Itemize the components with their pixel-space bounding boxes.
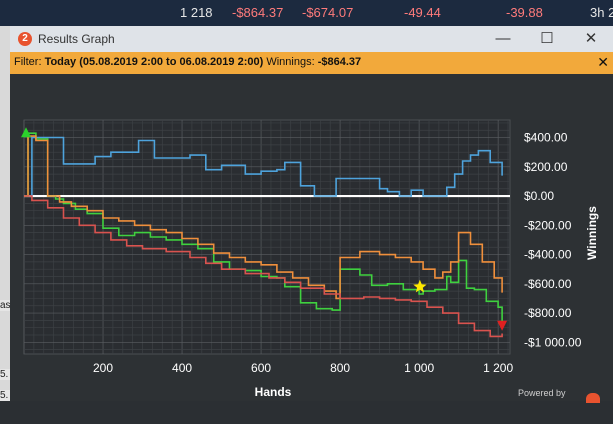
y-tick-label: -$600.00 <box>524 277 572 291</box>
filter-bar: Filter: Today (05.08.2019 2:00 to 06.08.… <box>10 52 613 74</box>
results-chart: 200 400 600 800 1 000 1 200 $400.00 $200.00 $0.0… <box>21 119 599 399</box>
series-line-blue <box>24 136 503 197</box>
brand-logo-icon <box>586 393 600 403</box>
x-tick-label: 800 <box>330 361 350 375</box>
close-button[interactable]: ✕ <box>584 30 598 47</box>
y-tick-label: $0.00 <box>524 189 554 203</box>
maximize-button[interactable]: ☐ <box>540 30 554 47</box>
minimize-button[interactable]: — <box>495 30 511 47</box>
background-text-fragment: as <box>0 300 10 311</box>
results-graph-window: 2 Results Graph — ☐ ✕ Filter: Today (05.… <box>10 26 613 401</box>
y-axis-title: Winnings <box>585 206 599 260</box>
y-tick-label: -$200.00 <box>524 218 572 232</box>
y-tick-label: -$400.00 <box>524 248 572 262</box>
powered-by-label: Powered by <box>518 388 566 398</box>
start-marker <box>21 127 31 138</box>
series-line-red <box>24 195 503 338</box>
bb100-value: -49.44 <box>404 5 441 20</box>
session-time: 3h 2 <box>590 5 613 20</box>
allin-adjusted-value: -$674.07 <box>302 5 354 20</box>
series-line-orange <box>24 135 503 300</box>
background-text-fragment: 5. <box>0 390 10 401</box>
y-tick-label: -$800.00 <box>524 306 572 320</box>
x-axis-title: Hands <box>255 385 292 399</box>
title-bar[interactable]: 2 Results Graph — ☐ ✕ <box>10 26 613 52</box>
plot-area <box>23 119 511 355</box>
x-tick-label: 1 200 <box>483 361 513 375</box>
filter-winnings-label: Winnings: <box>266 56 315 68</box>
end-marker <box>497 320 508 331</box>
summary-row: 1 218 -$864.37 -$674.07 -49.44 -39.88 3h… <box>0 0 613 26</box>
x-tick-label: 200 <box>93 361 113 375</box>
filter-value: Today (05.08.2019 2:00 to 06.08.2019 2:0… <box>44 56 264 68</box>
x-tick-label: 600 <box>251 361 271 375</box>
star-marker <box>413 279 427 293</box>
filter-close-button[interactable]: ✕ <box>597 54 609 70</box>
winnings-value: -$864.37 <box>232 5 284 20</box>
y-tick-label: $200.00 <box>524 160 568 174</box>
x-tick-label: 1 000 <box>404 361 434 375</box>
window-title: Results Graph <box>38 32 115 46</box>
filter-label: Filter: <box>14 56 42 68</box>
app-logo-icon: 2 <box>18 32 32 46</box>
y-tick-label: -$1 000.00 <box>524 335 582 349</box>
hands-count: 1 218 <box>180 5 213 20</box>
x-tick-label: 400 <box>172 361 192 375</box>
other-stat-value: -39.88 <box>506 5 543 20</box>
background-text-fragment: 5. <box>0 369 10 380</box>
background-window-edge: as 5. 5. <box>0 26 10 401</box>
y-tick-label: $400.00 <box>524 131 568 145</box>
filter-winnings-value: -$864.37 <box>317 56 362 68</box>
